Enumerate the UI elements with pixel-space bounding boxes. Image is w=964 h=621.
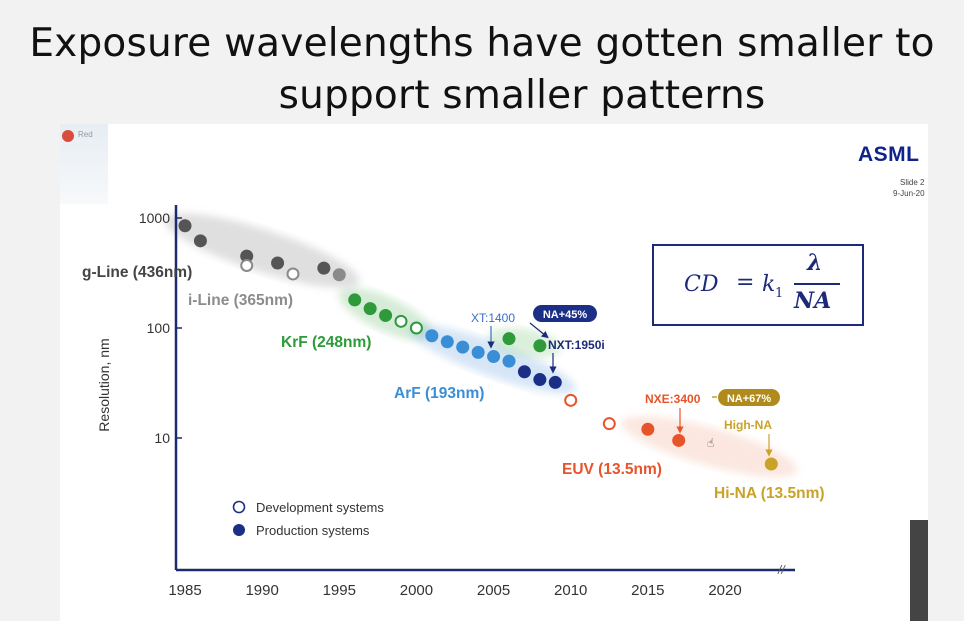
formula-lambda: λ	[807, 250, 823, 276]
data-point-production	[379, 308, 393, 322]
data-point-production	[317, 261, 331, 275]
slide-date: 9-Jun-20	[893, 189, 925, 198]
data-point-production	[332, 268, 346, 282]
data-point-production	[425, 329, 439, 343]
data-point-production	[641, 422, 655, 436]
data-point-production	[440, 335, 454, 349]
data-point-production	[764, 457, 778, 471]
label-iline: i-Line (365nm)	[188, 292, 293, 309]
data-point-production	[533, 339, 547, 353]
data-point-production	[548, 375, 562, 389]
y-axis-label: Resolution, nm	[96, 338, 112, 431]
data-point-production	[363, 302, 377, 316]
x-tick-label: 1990	[245, 582, 278, 599]
brand-logo: ASML	[858, 143, 920, 166]
annotation-highna: High-NA	[724, 418, 772, 432]
band-gline-iline	[164, 213, 360, 288]
data-point-production	[348, 293, 362, 307]
data-point-production	[178, 219, 192, 233]
data-point-production	[672, 433, 686, 447]
slide-title: Exposure wavelengths have gotten smaller…	[0, 18, 964, 122]
annotation-nxe3400: NXE:3400	[645, 392, 701, 406]
data-point-production	[471, 345, 485, 359]
data-point-production	[240, 249, 254, 263]
data-point-development	[602, 417, 616, 431]
formula-equals: =	[736, 270, 755, 295]
title-line-1: Exposure wavelengths have gotten smaller…	[29, 21, 935, 66]
legend-development-marker	[232, 500, 246, 514]
y-tick-label: 100	[147, 320, 171, 336]
x-tick-label: 2000	[400, 582, 433, 599]
label-gline: g-Line (436nm)	[82, 264, 192, 281]
band-euv	[621, 416, 798, 477]
formula-fraction-bar	[794, 283, 840, 285]
formula-cd: CD	[684, 272, 719, 297]
title-line-2: support smaller patterns	[278, 73, 766, 118]
label-krf: KrF (248nm)	[281, 334, 371, 351]
formula-na: NA	[794, 288, 832, 314]
annotation-na67-pill	[718, 389, 780, 406]
annotation-xt1400: XT:1400	[471, 311, 515, 325]
slide-number: Slide 2	[900, 178, 925, 187]
y-tick-label: 10	[154, 430, 170, 446]
x-tick-label: 2010	[554, 582, 587, 599]
data-point-development	[286, 267, 300, 281]
data-point-production	[487, 350, 501, 364]
label-euv: EUV (13.5nm)	[562, 461, 662, 478]
data-point-production	[517, 365, 531, 379]
record-badge-icon	[62, 130, 74, 142]
x-axis-break: //	[777, 563, 786, 577]
cd-formula-box: CD = k 1 λ NA	[652, 244, 864, 326]
annotation-nxt1950i: NXT:1950i	[548, 338, 605, 352]
y-tick-label: 1000	[139, 210, 170, 226]
data-point-production	[502, 332, 516, 346]
data-point-development	[394, 314, 408, 328]
cursor-hand-icon: ☝	[707, 436, 714, 450]
annotation-na45: NA+45%	[543, 309, 588, 321]
x-tick-label: 2015	[631, 582, 664, 599]
legend-production-label: Production systems	[256, 523, 370, 538]
x-tick-label: 2005	[477, 582, 510, 599]
annotation-na45-arrow	[529, 322, 549, 339]
x-tick-label: 1985	[168, 582, 201, 599]
data-point-development	[409, 321, 423, 335]
right-edge-bar	[910, 520, 928, 621]
annotation-na67: NA+67%	[727, 393, 772, 405]
x-tick-label: 1995	[323, 582, 356, 599]
formula-k: k	[762, 272, 776, 297]
x-tick-label: 2020	[708, 582, 741, 599]
data-point-production	[271, 256, 285, 270]
data-point-production	[533, 373, 547, 387]
annotation-na45-pill	[533, 305, 597, 322]
data-point-production	[193, 234, 207, 248]
formula-k-sub: 1	[775, 286, 784, 301]
label-hina: Hi-NA (13.5nm)	[714, 485, 825, 502]
label-arf: ArF (193nm)	[394, 385, 484, 402]
record-badge-label: Red	[78, 130, 93, 139]
data-point-development	[564, 393, 578, 407]
data-point-development	[240, 258, 254, 272]
legend-production-marker	[233, 524, 245, 536]
legend-development-label: Development systems	[256, 500, 384, 515]
data-point-production	[502, 354, 516, 368]
data-point-production	[456, 340, 470, 354]
